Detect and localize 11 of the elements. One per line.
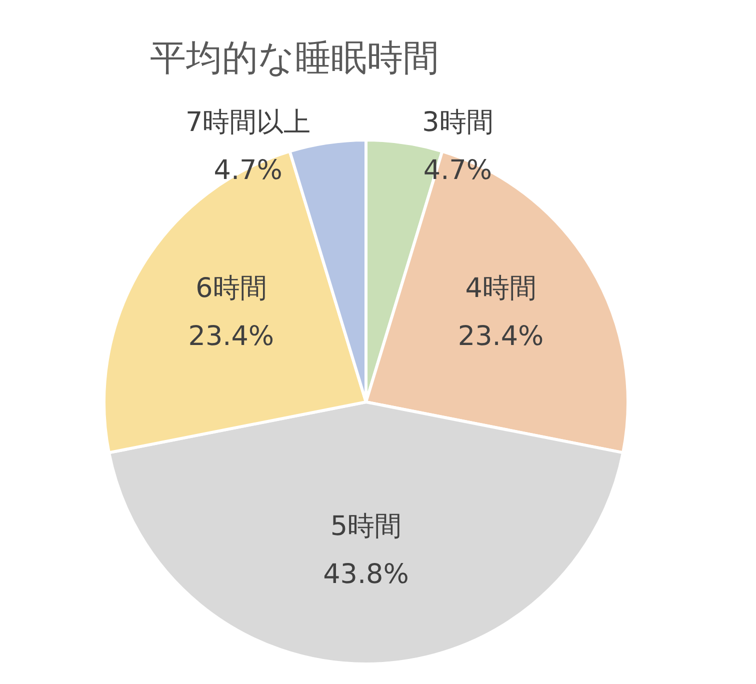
chart-title: 平均的な睡眠時間 [150,38,439,79]
slice-label: 6時間 [196,273,267,304]
data-label: 23.4% [458,321,544,352]
slice-label: 7時間以上 [186,107,311,138]
data-label: 23.4% [188,321,274,352]
data-label: 4.7% [214,155,282,186]
data-label: 4.7% [423,155,492,186]
slice-label: 4時間 [465,273,536,304]
slice-label: 3時間 [422,107,494,138]
slice-label: 5時間 [330,511,402,542]
data-label: 43.8% [323,559,409,590]
